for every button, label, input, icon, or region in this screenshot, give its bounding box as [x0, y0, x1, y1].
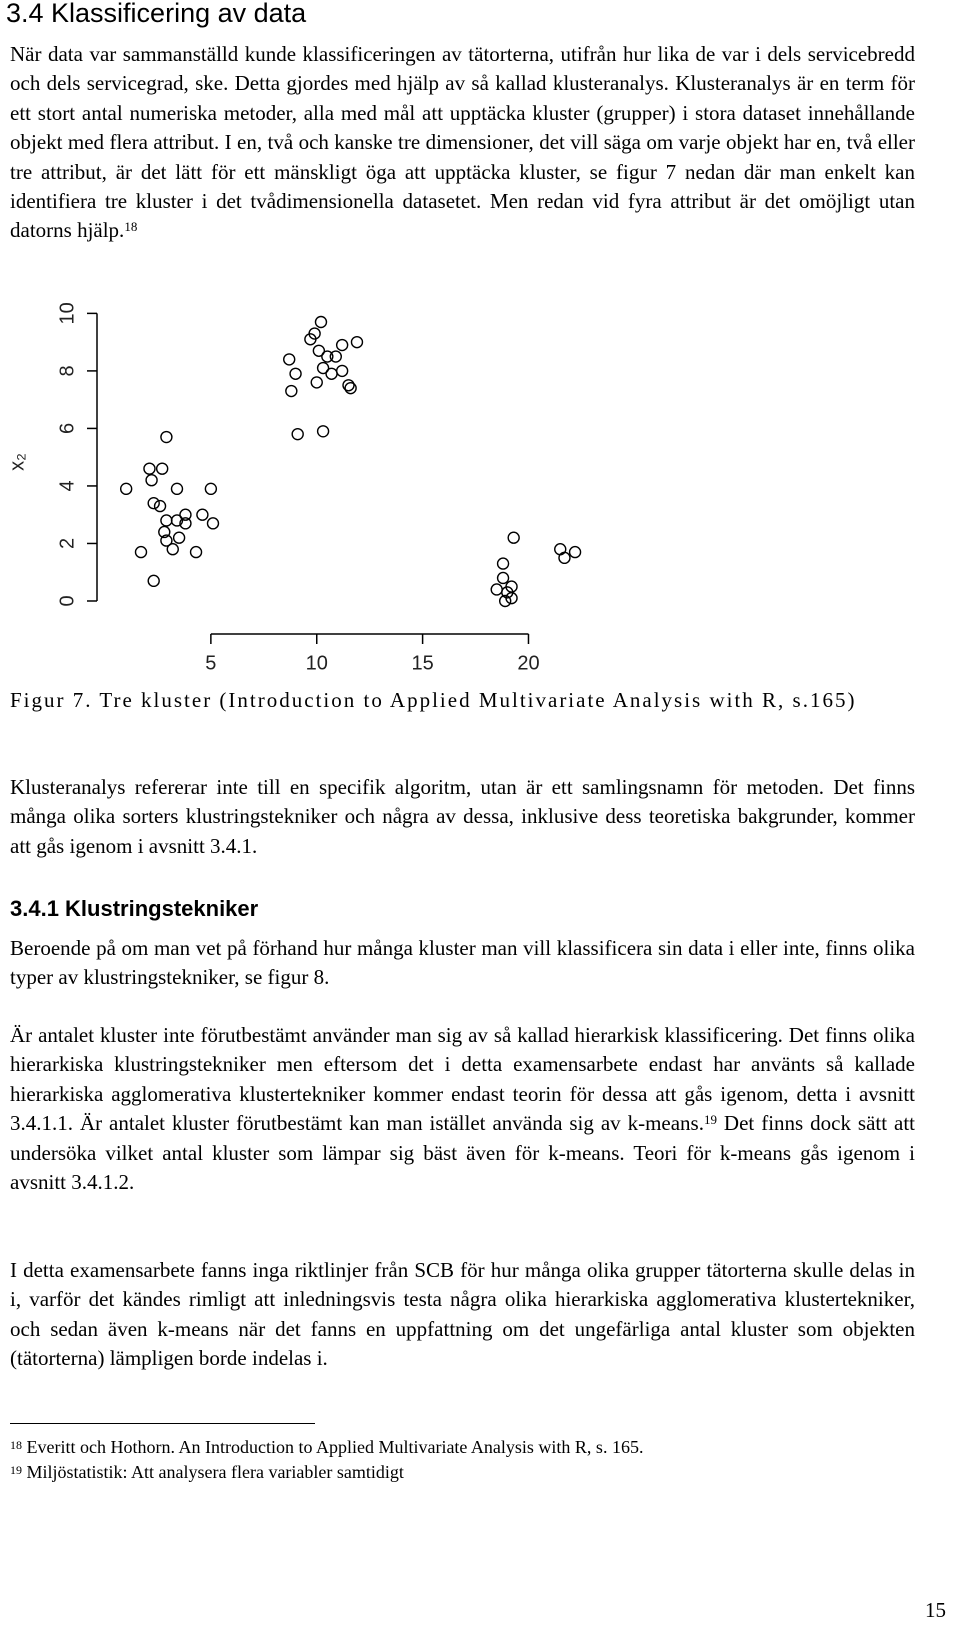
point: [291, 427, 304, 441]
point: [166, 543, 179, 556]
point: [568, 545, 582, 559]
point: [160, 534, 173, 547]
paragraph: När data var sammanställd kunde klassifi…: [10, 40, 915, 246]
subheading: 3.4.1 Klustringstekniker: [10, 896, 259, 921]
y-tick-label: 6: [56, 423, 78, 434]
heading: 3.4 Klassificering av data: [6, 0, 307, 28]
chart: x₂ 0 2 4 6 8 10 5 10 15 20: [6, 302, 582, 674]
y-tick-label: 0: [56, 595, 78, 606]
y-axis-label: x₂: [6, 453, 28, 471]
paragraph: Klusteranalys refererar inte till en spe…: [10, 773, 915, 861]
point: [344, 381, 357, 395]
point: [206, 517, 220, 530]
point: [507, 531, 520, 544]
point: [134, 545, 148, 559]
text: Är antalet kluster inte förutbestämt anv…: [10, 1023, 915, 1136]
point: [496, 557, 510, 570]
point: [189, 545, 203, 559]
paragraph: Är antalet kluster inte förutbestämt anv…: [10, 1021, 915, 1197]
footnote-rule: [10, 1423, 315, 1424]
caption: Figur 7. Tre kluster (Introduction to Ap…: [10, 688, 857, 712]
x-tick-label: 10: [306, 652, 328, 674]
text: Klusteranalys refererar inte till en spe…: [10, 775, 915, 858]
point: [158, 525, 171, 539]
point: [204, 482, 218, 496]
footnote-text: Everitt och Hothorn. An Introduction to …: [26, 1437, 644, 1457]
point: [283, 353, 296, 366]
point: [350, 335, 364, 349]
point: [498, 594, 512, 608]
point: [558, 551, 571, 565]
footnote-ref: 19: [703, 1112, 717, 1128]
text: När data var sammanställd kunde klassifi…: [10, 42, 915, 243]
point: [147, 574, 160, 588]
point: [310, 376, 323, 389]
point: [490, 583, 503, 596]
y-tick-label: 4: [56, 480, 78, 491]
text: Beroende på om man vet på förhand hur må…: [10, 936, 915, 990]
point: [285, 384, 298, 398]
text: Det finns dock sätt att undersöka vilket…: [10, 1111, 916, 1195]
page-number: 15: [925, 1598, 946, 1622]
point: [153, 499, 167, 513]
footnote: 18 Everitt och Hothorn. An Introduction …: [10, 1435, 643, 1459]
point: [335, 338, 349, 352]
x-tick-label: 20: [517, 652, 539, 674]
paragraph: I detta examensarbete fanns inga riktlin…: [10, 1256, 915, 1374]
point: [145, 473, 158, 487]
footnote-text: Miljöstatistik: Att analysera flera vari…: [26, 1462, 404, 1482]
point: [143, 462, 156, 475]
point: [321, 350, 334, 363]
text: I detta examensarbete fanns inga riktlin…: [10, 1258, 915, 1371]
point: [170, 482, 184, 496]
point: [160, 514, 173, 527]
point: [160, 430, 173, 444]
point: [172, 531, 186, 544]
point: [314, 315, 328, 329]
point: [170, 514, 184, 527]
point: [155, 462, 169, 475]
point: [119, 482, 133, 496]
x-tick-label: 15: [411, 652, 433, 674]
point: [147, 497, 160, 510]
point: [179, 517, 192, 530]
y-tick-label: 10: [56, 302, 78, 324]
x-tick-label: 5: [205, 652, 216, 674]
point: [179, 508, 192, 521]
point: [329, 350, 342, 363]
y-tick-label: 2: [56, 538, 78, 549]
y-tick-label: 8: [56, 365, 78, 376]
point: [505, 580, 518, 593]
footnote-ref: 18: [124, 219, 138, 235]
point: [289, 367, 302, 380]
point: [316, 361, 330, 375]
footnote-number: 19: [10, 1463, 22, 1477]
point: [308, 327, 321, 340]
point: [554, 543, 567, 556]
paragraph: Beroende på om man vet på förhand hur må…: [10, 934, 915, 993]
point: [312, 344, 326, 357]
footnote: 19 Miljöstatistik: Att analysera flera v…: [10, 1460, 404, 1484]
point: [196, 508, 209, 521]
footnote-number: 18: [10, 1438, 22, 1452]
point: [342, 379, 355, 392]
point: [335, 364, 349, 378]
point: [496, 571, 510, 585]
point: [325, 367, 338, 380]
point: [316, 425, 330, 438]
